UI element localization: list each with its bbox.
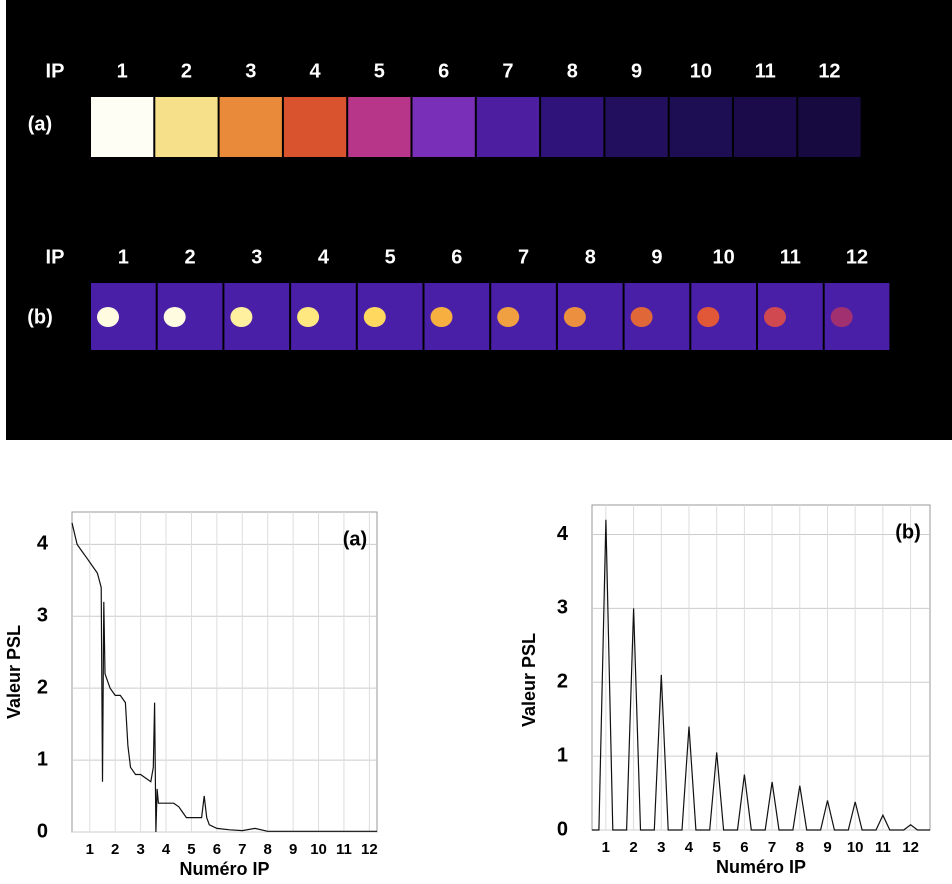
ip-number: 12 — [846, 246, 868, 268]
ip-number: 10 — [713, 246, 735, 268]
chart-annotation: (a) — [343, 528, 367, 550]
x-tick-label: 6 — [213, 841, 221, 858]
x-tick-label: 6 — [740, 839, 748, 856]
plate-spot — [363, 307, 386, 327]
ip-number: 4 — [318, 246, 330, 268]
ip-number: 7 — [502, 60, 513, 82]
data-line — [71, 522, 377, 833]
ip-number: 3 — [245, 60, 256, 82]
x-tick-label: 1 — [86, 841, 94, 858]
ip-number: 11 — [780, 246, 801, 268]
y-tick-label: 3 — [37, 605, 48, 627]
x-tick-label: 3 — [136, 841, 144, 858]
plate-spot — [230, 307, 253, 327]
ip-number: 3 — [251, 246, 262, 268]
x-tick-label: 10 — [310, 841, 327, 858]
ip-number: 11 — [755, 60, 776, 82]
ip-number: 2 — [184, 246, 195, 268]
x-tick-label: 4 — [162, 841, 171, 858]
ip-number: 6 — [438, 60, 449, 82]
y-tick-label: 2 — [557, 671, 568, 693]
y-tick-label: 0 — [557, 818, 568, 840]
image-plate — [219, 97, 282, 157]
x-tick-label: 5 — [713, 839, 721, 856]
image-plate — [605, 97, 668, 157]
y-tick-label: 4 — [37, 533, 49, 555]
y-tick-label: 1 — [557, 744, 568, 766]
ip-number: 12 — [818, 60, 840, 82]
plate-spot — [764, 307, 786, 327]
image-plate — [348, 97, 411, 157]
row-label: (a) — [28, 113, 52, 135]
x-tick-label: 4 — [685, 839, 694, 856]
x-tick-label: 2 — [111, 841, 119, 858]
image-plate — [541, 97, 604, 157]
y-tick-label: 1 — [37, 748, 48, 770]
x-axis-title: Numéro IP — [716, 857, 806, 877]
image-plate — [798, 97, 861, 157]
ip-header: IP — [46, 60, 65, 82]
y-tick-label: 4 — [557, 523, 569, 545]
y-axis-title: Valeur PSL — [519, 633, 539, 727]
ip-number: 7 — [518, 246, 529, 268]
x-tick-label: 9 — [289, 841, 297, 858]
x-tick-label: 11 — [875, 839, 891, 856]
x-tick-label: 9 — [823, 839, 831, 856]
x-tick-label: 8 — [796, 839, 804, 856]
plot-area — [71, 511, 378, 833]
image-plate — [734, 97, 797, 157]
ip-number: 9 — [631, 60, 642, 82]
image-plate — [91, 97, 154, 157]
plate-spot — [630, 307, 653, 327]
ip-number: 10 — [690, 60, 712, 82]
image-plate — [283, 97, 347, 157]
x-tick-label: 12 — [902, 839, 919, 856]
image-plate — [155, 97, 218, 157]
ip-number: 4 — [309, 60, 321, 82]
ip-number: 6 — [451, 246, 462, 268]
ip-number: 9 — [651, 246, 662, 268]
ip-number: 2 — [181, 60, 192, 82]
image-panel — [6, 0, 952, 440]
x-tick-label: 12 — [361, 841, 378, 858]
chart-annotation: (b) — [895, 521, 921, 543]
row-label: (b) — [27, 306, 53, 328]
plate-spot — [297, 307, 320, 327]
x-axis-title: Numéro IP — [179, 859, 269, 879]
x-tick-label: 3 — [657, 839, 665, 856]
plate-spot — [497, 307, 520, 327]
x-tick-label: 2 — [629, 839, 637, 856]
ip-number: 8 — [585, 246, 596, 268]
x-tick-label: 11 — [336, 841, 352, 858]
y-tick-label: 2 — [37, 676, 48, 698]
plot-area — [591, 504, 931, 831]
x-tick-label: 7 — [768, 839, 776, 856]
ip-number: 8 — [567, 60, 578, 82]
y-axis-title: Valeur PSL — [4, 625, 24, 719]
x-tick-label: 7 — [238, 841, 246, 858]
ip-number: 1 — [118, 246, 129, 268]
x-tick-label: 10 — [847, 839, 864, 856]
plate-spot — [697, 307, 720, 327]
plate-spot — [830, 307, 853, 327]
image-plate — [476, 97, 540, 157]
plate-spot — [563, 307, 586, 327]
x-tick-label: 8 — [264, 841, 272, 858]
image-plate — [412, 97, 475, 157]
ip-header: IP — [46, 246, 65, 268]
data-line — [592, 519, 930, 831]
y-tick-label: 3 — [557, 597, 568, 619]
plate-spot — [430, 307, 453, 327]
x-tick-label: 5 — [187, 841, 195, 858]
ip-number: 5 — [385, 246, 396, 268]
ip-number: 5 — [374, 60, 385, 82]
x-tick-label: 1 — [602, 839, 610, 856]
plate-spot — [97, 307, 119, 327]
y-tick-label: 0 — [37, 820, 48, 842]
ip-number: 1 — [117, 60, 128, 82]
plate-spot — [163, 307, 186, 327]
image-plate — [669, 97, 732, 157]
